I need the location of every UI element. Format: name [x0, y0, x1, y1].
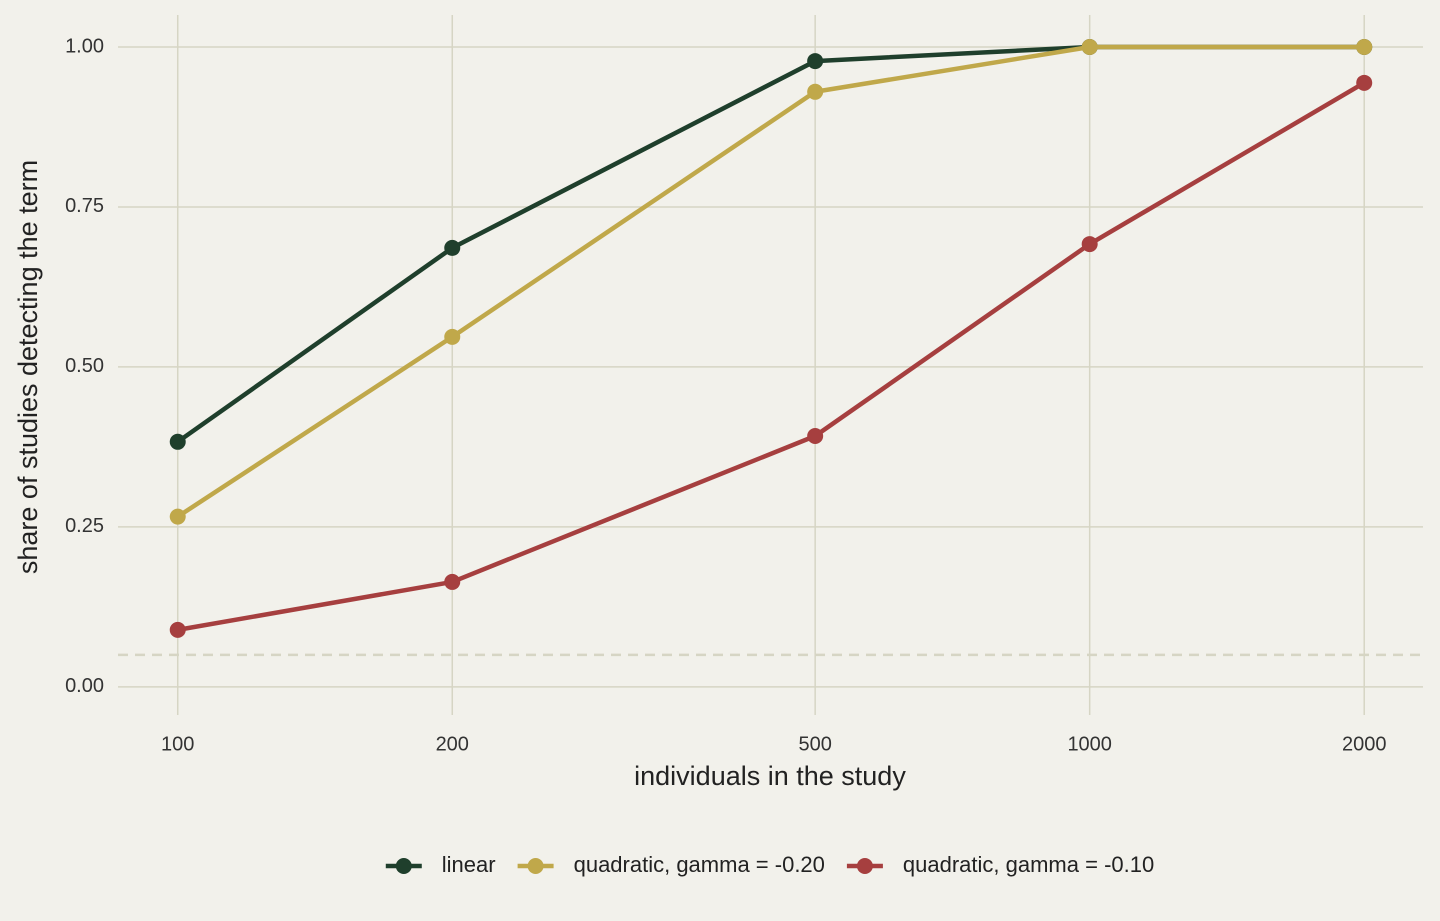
- data-point: [807, 428, 824, 445]
- grid: [118, 15, 1423, 715]
- y-tick-label: 0.75: [65, 195, 104, 217]
- data-point: [1081, 236, 1098, 253]
- x-axis-title: individuals in the study: [634, 761, 906, 791]
- data-point: [807, 83, 824, 100]
- data-point: [444, 239, 461, 256]
- legend-key-point: [395, 858, 412, 874]
- legend-key-point: [856, 858, 873, 874]
- y-axis-title: share of studies detecting the term: [13, 160, 43, 574]
- series-line: [176, 44, 1365, 444]
- x-tick-label: 1000: [1067, 733, 1112, 755]
- data-point: [444, 573, 461, 590]
- legend-item: quadratic, gamma = -0.10: [846, 852, 1154, 877]
- legend-item: quadratic, gamma = -0.20: [517, 852, 825, 877]
- x-tick-label: 500: [798, 733, 831, 755]
- data-point: [1356, 74, 1373, 91]
- x-tick-label: 100: [161, 733, 194, 755]
- data-point: [1081, 38, 1098, 55]
- series-line: [176, 44, 1365, 519]
- series-line: [177, 80, 1366, 633]
- x-tick-label: 2000: [1342, 733, 1387, 755]
- y-tick-label: 0.50: [65, 355, 104, 377]
- y-tick-label: 1.00: [65, 35, 104, 57]
- data-point: [169, 621, 186, 638]
- y-tick-label: 0.00: [65, 675, 104, 697]
- data-point: [444, 328, 461, 345]
- data-point: [169, 508, 186, 525]
- legend-label: linear: [442, 852, 496, 877]
- data-point: [1356, 38, 1373, 55]
- legend-label: quadratic, gamma = -0.10: [903, 852, 1154, 877]
- legend-item: linear: [385, 852, 496, 877]
- legend-label: quadratic, gamma = -0.20: [574, 852, 825, 877]
- legend: linear quadratic, gamma = -0.20 quadratic,…: [385, 852, 1154, 877]
- data-point: [169, 433, 186, 450]
- x-tick-label: 200: [436, 733, 469, 755]
- legend-key-point: [527, 858, 544, 874]
- data-point: [807, 53, 824, 70]
- y-tick-label: 0.25: [65, 515, 104, 537]
